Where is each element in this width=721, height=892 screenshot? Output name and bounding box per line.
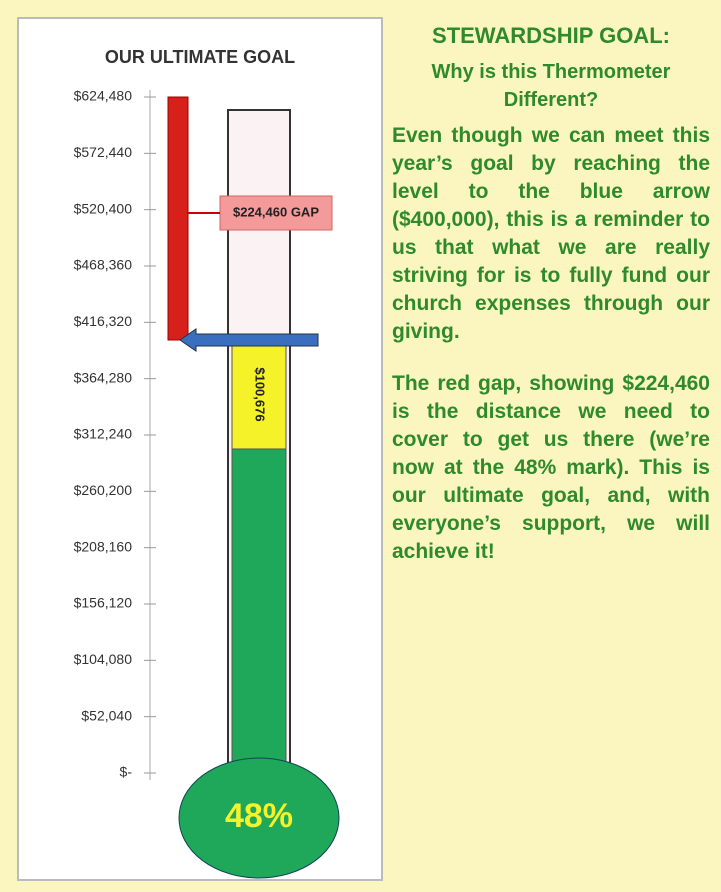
heading: STEWARDSHIP GOAL: (392, 22, 710, 50)
y-tick-label: $572,440 (74, 144, 133, 160)
y-tick-label: $156,120 (74, 595, 133, 611)
y-tick-label: $364,280 (74, 369, 133, 385)
y-tick-label: $468,360 (74, 257, 133, 273)
side-text: STEWARDSHIP GOAL: Why is this Thermomete… (392, 22, 710, 590)
y-tick-label: $260,200 (74, 482, 133, 498)
value-label: $100,676 (253, 367, 268, 421)
y-tick-label: $208,160 (74, 538, 133, 554)
page: {"chart_data": {"type": "thermometer", "… (0, 0, 721, 892)
gap-bar (168, 97, 188, 340)
bulb-label: 48% (225, 797, 293, 835)
y-tick-label: $312,240 (74, 426, 133, 442)
y-tick-label: $52,040 (81, 707, 132, 723)
y-tick-label: $104,080 (74, 651, 133, 667)
paragraph: Even though we can meet this year’s goal… (392, 122, 710, 346)
chart-panel (18, 18, 382, 880)
y-tick-label: $- (120, 764, 133, 780)
chart-title: OUR ULTIMATE GOAL (105, 47, 295, 67)
y-tick-label: $520,400 (74, 200, 133, 216)
value-label: $224,460 GAP (233, 204, 319, 219)
segment (232, 449, 286, 773)
paragraph: The red gap, showing $224,460 is the dis… (392, 370, 710, 566)
y-tick-label: $624,480 (74, 88, 133, 104)
y-tick-label: $416,320 (74, 313, 133, 329)
subheading: Why is this Thermometer Different? (392, 58, 710, 114)
